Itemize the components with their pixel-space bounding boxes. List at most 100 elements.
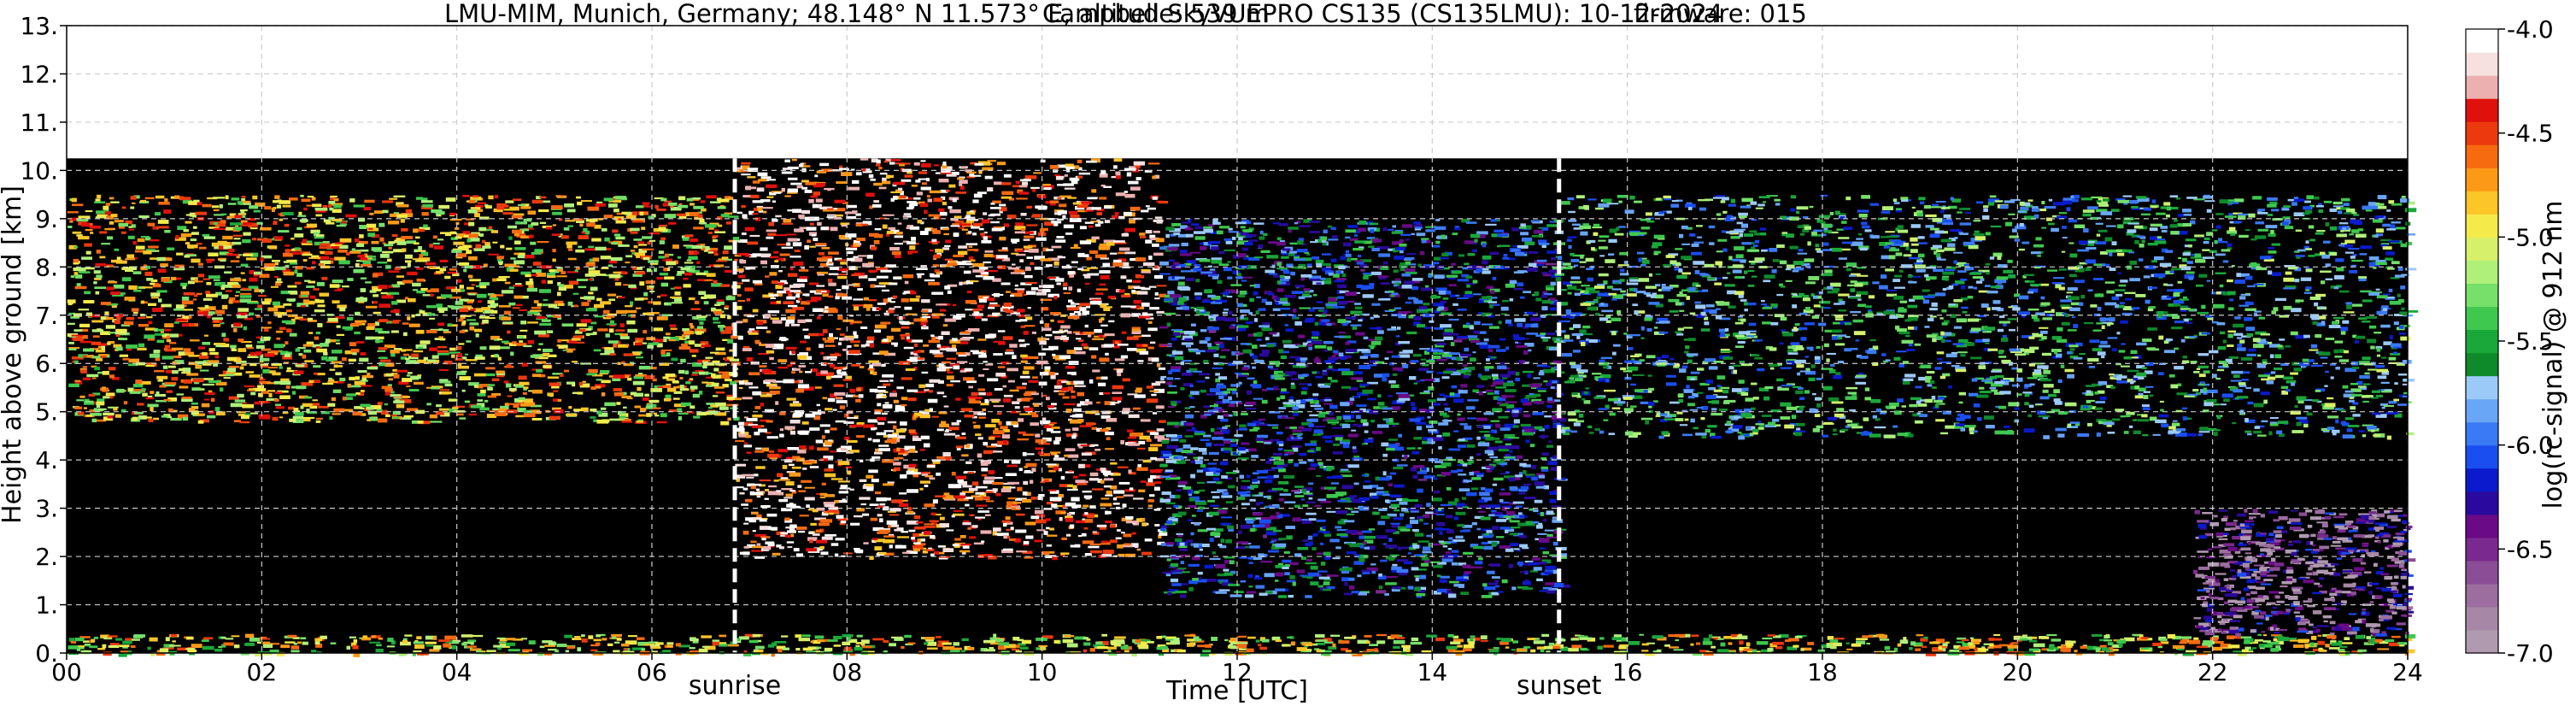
signal-speck [652,378,657,382]
signal-speck [342,357,347,362]
signal-speck [836,397,841,399]
signal-speck [889,508,901,512]
signal-speck [1099,270,1111,274]
signal-speck [757,517,768,520]
signal-speck [625,309,637,314]
signal-speck [670,206,682,211]
signal-speck [643,330,648,334]
signal-speck [837,276,848,279]
signal-speck [780,317,787,321]
signal-speck [919,487,924,491]
signal-speck [510,351,514,356]
signal-speck [977,518,982,521]
signal-speck [815,243,827,246]
signal-speck [123,401,128,405]
signal-speck [761,538,766,541]
signal-speck [486,229,494,232]
signal-speck [958,245,968,249]
signal-speck [133,412,144,415]
signal-speck [625,419,631,423]
signal-speck [1091,207,1101,210]
signal-speck [1000,207,1007,212]
signal-speck [763,545,772,550]
signal-speck [116,256,121,261]
signal-speck [993,477,1003,479]
signal-speck [959,179,968,184]
signal-speck [885,232,890,237]
signal-speck [519,309,527,311]
signal-speck [239,366,244,370]
signal-speck [319,246,331,250]
signal-speck [975,485,988,489]
signal-speck [1122,408,1130,412]
signal-speck [666,332,671,336]
signal-speck [1060,337,1069,340]
signal-speck [828,273,839,275]
signal-speck [971,225,980,229]
signal-speck [92,392,101,396]
signal-speck [541,319,551,322]
signal-speck [1049,527,1054,531]
signal-speck [335,315,345,319]
signal-speck [1017,486,1023,491]
signal-speck [933,216,939,220]
signal-speck [174,195,180,199]
signal-speck [731,335,738,339]
signal-speck [1064,174,1068,177]
signal-speck [678,196,686,201]
signal-speck [354,331,361,335]
signal-speck [415,260,427,262]
signal-speck [309,405,318,409]
signal-speck [920,435,930,440]
signal-speck [846,204,857,209]
signal-speck [794,250,801,252]
signal-speck [208,252,219,256]
signal-speck [518,375,527,380]
signal-speck [1042,327,1052,332]
signal-speck [912,415,918,418]
signal-speck [1132,279,1141,284]
signal-speck [97,371,105,374]
signal-speck [792,242,802,247]
signal-speck [407,316,411,321]
signal-speck [871,456,881,459]
signal-speck [717,224,723,227]
signal-speck [724,245,732,250]
signal-speck [903,215,907,218]
signal-speck [945,239,952,244]
signal-speck [800,165,811,168]
signal-speck [900,191,904,196]
signal-speck [546,330,554,333]
signal-speck [1069,177,1080,181]
signal-speck [1049,451,1061,454]
signal-speck [94,277,102,280]
signal-speck [765,541,775,544]
signal-speck [698,291,707,296]
signal-speck [1028,379,1039,383]
signal-speck [630,301,634,306]
signal-speck [274,195,280,199]
signal-speck [683,244,694,247]
signal-speck [779,428,784,432]
signal-speck [992,532,997,536]
signal-speck [842,368,847,370]
signal-speck [797,379,804,384]
signal-speck [931,337,936,340]
signal-speck [752,491,763,496]
signal-speck [1114,402,1120,404]
signal-speck [936,344,942,348]
signal-speck [177,315,181,317]
signal-speck [1090,158,1100,163]
signal-speck [551,205,563,209]
signal-speck [360,352,367,356]
signal-speck [1153,230,1160,233]
signal-speck [552,211,562,215]
signal-speck [1151,382,1161,386]
signal-speck [840,262,847,265]
signal-speck [711,374,721,378]
signal-speck [504,310,511,315]
signal-speck [332,300,340,304]
signal-speck [220,387,224,392]
signal-speck [921,314,929,316]
signal-speck [161,394,166,397]
